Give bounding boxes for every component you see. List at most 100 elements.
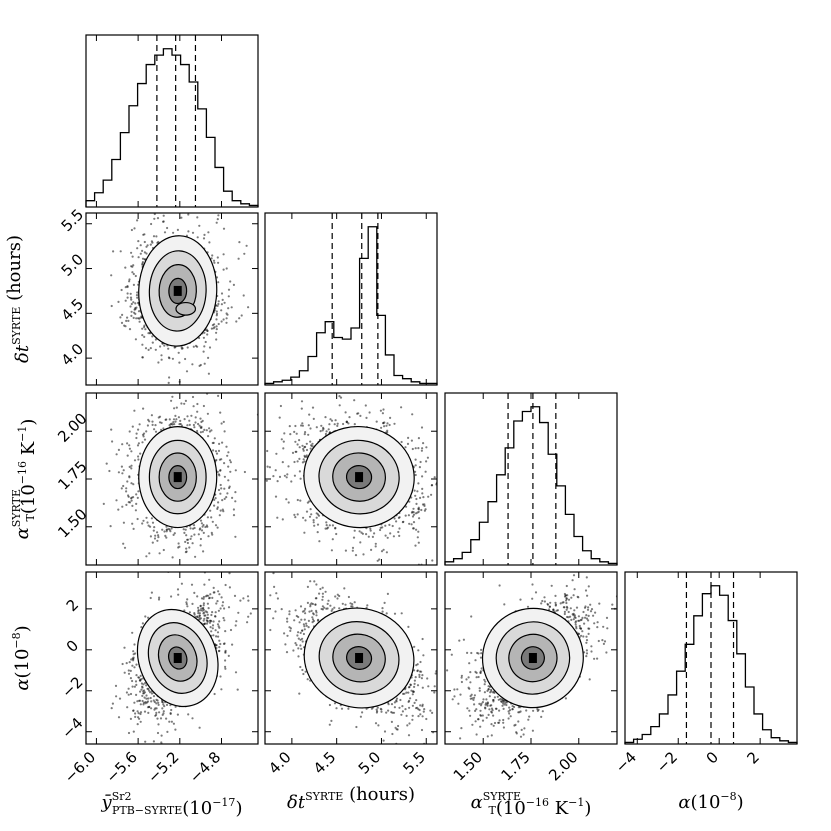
scatter-point [308,515,312,518]
scatter-point [296,460,299,463]
scatter-point [162,214,165,217]
scatter-point [380,426,383,429]
scatter-point [172,421,175,424]
scatter-point [374,542,377,545]
scatter-point [421,475,424,478]
scatter-point [127,495,130,498]
scatter-point [305,442,308,445]
scatter-point [137,428,140,431]
scatter-point [225,496,228,499]
scatter-point [302,458,305,461]
scatter-point [143,438,147,441]
scatter-point [408,569,410,571]
scatter-point [300,424,303,427]
scatter-point [311,406,315,409]
scatter-point [342,422,345,426]
scatter-point [309,427,312,430]
scatter-point [360,531,363,534]
scatter-point [379,528,382,532]
scatter-point [234,535,237,538]
scatter-point [225,312,228,315]
scatter-point [183,531,186,535]
scatter-point [168,720,171,723]
scatter-point [235,320,238,323]
scatter-point [227,606,231,609]
scatter-point [291,451,295,454]
scatter-point [389,532,392,535]
scatter-point [404,446,407,449]
scatter-point [344,411,347,414]
scatter-point [173,346,176,349]
scatter-point [153,526,156,529]
scatter-point [194,344,198,347]
scatter-point [126,285,129,288]
scatter-point [185,550,188,553]
scatter-point [203,428,206,431]
scatter-point [416,490,419,493]
scatter-point [136,517,139,521]
scatter-point [364,404,367,407]
scatter-point [186,424,189,427]
scatter-point [217,488,221,492]
scatter-point [187,213,190,216]
scatter-point [130,298,133,301]
scatter-point [218,649,221,652]
scatter-point [304,519,307,522]
scatter-point [211,533,214,536]
scatter-point [379,409,382,412]
scatter-point [200,425,203,428]
scatter-point [126,480,129,483]
scatter-point [132,301,135,304]
scatter-point [137,490,140,493]
scatter-point [406,442,410,445]
scatter-point [125,319,128,322]
scatter-point [141,257,145,260]
scatter-point [226,492,229,495]
scatter-point [144,328,147,331]
scatter-point [354,389,356,391]
scatter-point [318,540,321,543]
scatter-point [383,425,386,428]
scatter-point [227,479,230,482]
scatter-point [202,237,206,240]
scatter-point [121,443,124,446]
scatter-point [165,717,168,720]
scatter-point [320,424,323,427]
scatter-point [368,411,371,414]
scatter-point [125,503,128,506]
scatter-point [183,418,186,421]
scatter-point [386,422,389,425]
scatter-point [216,526,219,529]
scatter-point [213,323,216,326]
scatter-point [218,639,221,642]
scatter-point [223,475,226,478]
scatter-point [154,534,157,537]
scatter-point [186,538,189,541]
scatter-point [163,530,166,533]
scatter-point [157,701,160,704]
scatter-point [417,530,420,533]
scatter-point [229,280,232,283]
scatter-point [137,256,140,259]
scatter-point [204,340,207,344]
scatter-point [213,504,216,507]
scatter-point [128,476,131,479]
scatter-point [412,527,415,530]
scatter-point [298,457,301,460]
scatter-point [417,541,420,544]
scatter-point [200,420,203,424]
scatter-point [223,497,226,500]
scatter-point [412,513,416,516]
panel-frame [85,212,259,386]
scatter-point [228,486,231,490]
scatter-point [227,295,230,298]
scatter-point [375,420,378,423]
scatter-point [206,333,209,336]
scatter-point [217,449,221,452]
scatter-point [196,216,199,219]
scatter-point [148,420,151,423]
scatter-point [168,376,171,379]
scatter-point [385,551,388,554]
scatter-point [331,524,334,527]
scatter-point [188,423,191,426]
